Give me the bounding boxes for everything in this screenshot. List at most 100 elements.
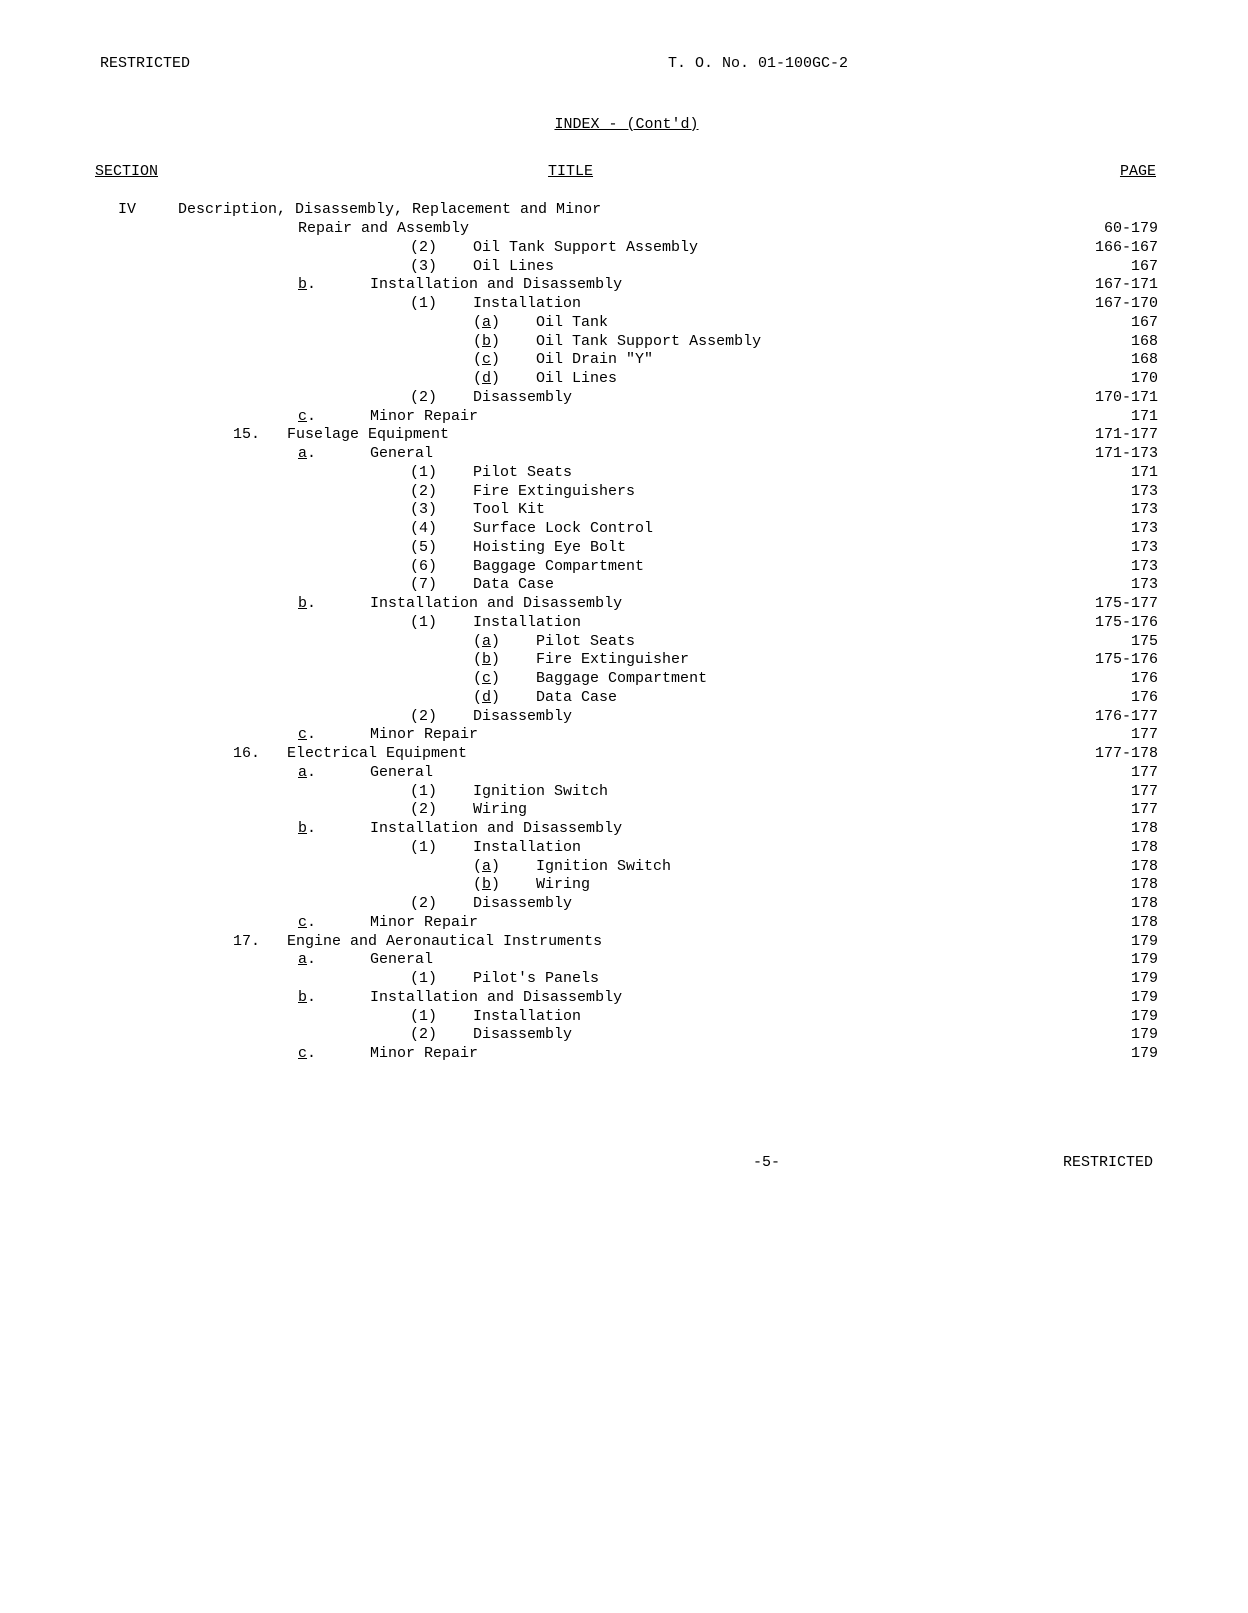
index-row: (a) Pilot Seats175 xyxy=(100,633,1158,652)
index-row: (1) Pilot's Panels179 xyxy=(100,970,1158,989)
title-cell: 17. Engine and Aeronautical Instruments xyxy=(178,933,1123,952)
page-cell: 171-177 xyxy=(1087,426,1158,445)
col-section: SECTION xyxy=(95,163,158,182)
title-cell: (2) Disassembly xyxy=(178,1026,1123,1045)
title-cell: (2) Fire Extinguishers xyxy=(178,483,1123,502)
page-cell: 175-177 xyxy=(1087,595,1158,614)
title-cell: 15. Fuselage Equipment xyxy=(178,426,1087,445)
title-cell: (2) Wiring xyxy=(178,801,1123,820)
page-cell: 173 xyxy=(1123,558,1158,577)
page-cell: 177 xyxy=(1123,726,1158,745)
page-cell: 171-173 xyxy=(1087,445,1158,464)
index-content: IVDescription, Disassembly, Replacement … xyxy=(100,201,1158,1064)
page-cell: 175 xyxy=(1123,633,1158,652)
page-cell: 178 xyxy=(1123,839,1158,858)
title-cell: (d) Data Case xyxy=(178,689,1123,708)
title-cell: (a) Ignition Switch xyxy=(178,858,1123,877)
section-cell xyxy=(100,951,178,970)
section-cell xyxy=(100,276,178,295)
title-cell: (3) Oil Lines xyxy=(178,258,1123,277)
index-row: (2) Wiring177 xyxy=(100,801,1158,820)
col-page: PAGE xyxy=(1120,163,1156,182)
section-cell xyxy=(100,764,178,783)
index-row: (7) Data Case173 xyxy=(100,576,1158,595)
section-cell xyxy=(100,670,178,689)
page-cell: 173 xyxy=(1123,520,1158,539)
index-row: (b) Oil Tank Support Assembly168 xyxy=(100,333,1158,352)
title-cell: (1) Pilot Seats xyxy=(178,464,1123,483)
page-cell: 168 xyxy=(1123,351,1158,370)
index-row: 15. Fuselage Equipment171-177 xyxy=(100,426,1158,445)
page-cell: 177 xyxy=(1123,801,1158,820)
index-row: IVDescription, Disassembly, Replacement … xyxy=(100,201,1158,220)
index-row: 16. Electrical Equipment177-178 xyxy=(100,745,1158,764)
page-cell: 167-170 xyxy=(1087,295,1158,314)
index-row: (b) Wiring178 xyxy=(100,876,1158,895)
column-headers: SECTION TITLE PAGE xyxy=(95,163,1158,182)
title-cell: (c) Oil Drain "Y" xyxy=(178,351,1123,370)
title-cell: (c) Baggage Compartment xyxy=(178,670,1123,689)
section-cell xyxy=(100,745,178,764)
page-cell: 176 xyxy=(1123,670,1158,689)
title-cell: (6) Baggage Compartment xyxy=(178,558,1123,577)
page-cell: 171 xyxy=(1123,464,1158,483)
title-cell: b. Installation and Disassembly xyxy=(178,989,1123,1008)
page-cell: 179 xyxy=(1123,951,1158,970)
page-cell: 176-177 xyxy=(1087,708,1158,727)
section-cell xyxy=(100,839,178,858)
index-row: (b) Fire Extinguisher175-176 xyxy=(100,651,1158,670)
section-cell xyxy=(100,464,178,483)
page-cell: 175-176 xyxy=(1087,614,1158,633)
index-row: (a) Oil Tank167 xyxy=(100,314,1158,333)
page-cell: 167 xyxy=(1123,258,1158,277)
page-cell: 168 xyxy=(1123,333,1158,352)
title-cell: c. Minor Repair xyxy=(178,726,1123,745)
title-cell: Description, Disassembly, Replacement an… xyxy=(178,201,1150,220)
section-cell xyxy=(100,520,178,539)
index-row: b. Installation and Disassembly179 xyxy=(100,989,1158,1008)
section-cell: IV xyxy=(100,201,178,220)
index-row: a. General179 xyxy=(100,951,1158,970)
page-cell: 179 xyxy=(1123,1045,1158,1064)
section-cell xyxy=(100,1045,178,1064)
title-cell: (2) Disassembly xyxy=(178,895,1123,914)
index-row: (2) Disassembly179 xyxy=(100,1026,1158,1045)
section-cell xyxy=(100,220,178,239)
section-cell xyxy=(100,876,178,895)
page-cell: 177-178 xyxy=(1087,745,1158,764)
title-cell: (4) Surface Lock Control xyxy=(178,520,1123,539)
page-cell: 178 xyxy=(1123,858,1158,877)
title-cell: c. Minor Repair xyxy=(178,1045,1123,1064)
index-row: (1) Installation178 xyxy=(100,839,1158,858)
index-row: (c) Oil Drain "Y"168 xyxy=(100,351,1158,370)
page-cell: 178 xyxy=(1123,876,1158,895)
title-cell: (2) Disassembly xyxy=(178,708,1087,727)
index-row: c. Minor Repair179 xyxy=(100,1045,1158,1064)
index-row: a. General171-173 xyxy=(100,445,1158,464)
title-cell: (a) Pilot Seats xyxy=(178,633,1123,652)
title-cell: (1) Ignition Switch xyxy=(178,783,1123,802)
index-row: (2) Disassembly176-177 xyxy=(100,708,1158,727)
section-cell xyxy=(100,614,178,633)
page-cell xyxy=(1150,201,1158,220)
section-cell xyxy=(100,426,178,445)
section-cell xyxy=(100,633,178,652)
section-cell xyxy=(100,895,178,914)
section-cell xyxy=(100,445,178,464)
index-row: (2) Oil Tank Support Assembly166-167 xyxy=(100,239,1158,258)
index-row: (6) Baggage Compartment173 xyxy=(100,558,1158,577)
index-title: INDEX - (Cont'd) xyxy=(95,116,1158,135)
section-cell xyxy=(100,539,178,558)
section-cell xyxy=(100,576,178,595)
section-cell xyxy=(100,333,178,352)
section-cell xyxy=(100,558,178,577)
index-row: (1) Installation179 xyxy=(100,1008,1158,1027)
title-cell: a. General xyxy=(178,951,1123,970)
title-cell: (1) Installation xyxy=(178,295,1087,314)
index-row: a. General177 xyxy=(100,764,1158,783)
section-cell xyxy=(100,595,178,614)
index-row: c. Minor Repair171 xyxy=(100,408,1158,427)
section-cell xyxy=(100,689,178,708)
page-cell: 179 xyxy=(1123,1008,1158,1027)
page-cell: 166-167 xyxy=(1087,239,1158,258)
